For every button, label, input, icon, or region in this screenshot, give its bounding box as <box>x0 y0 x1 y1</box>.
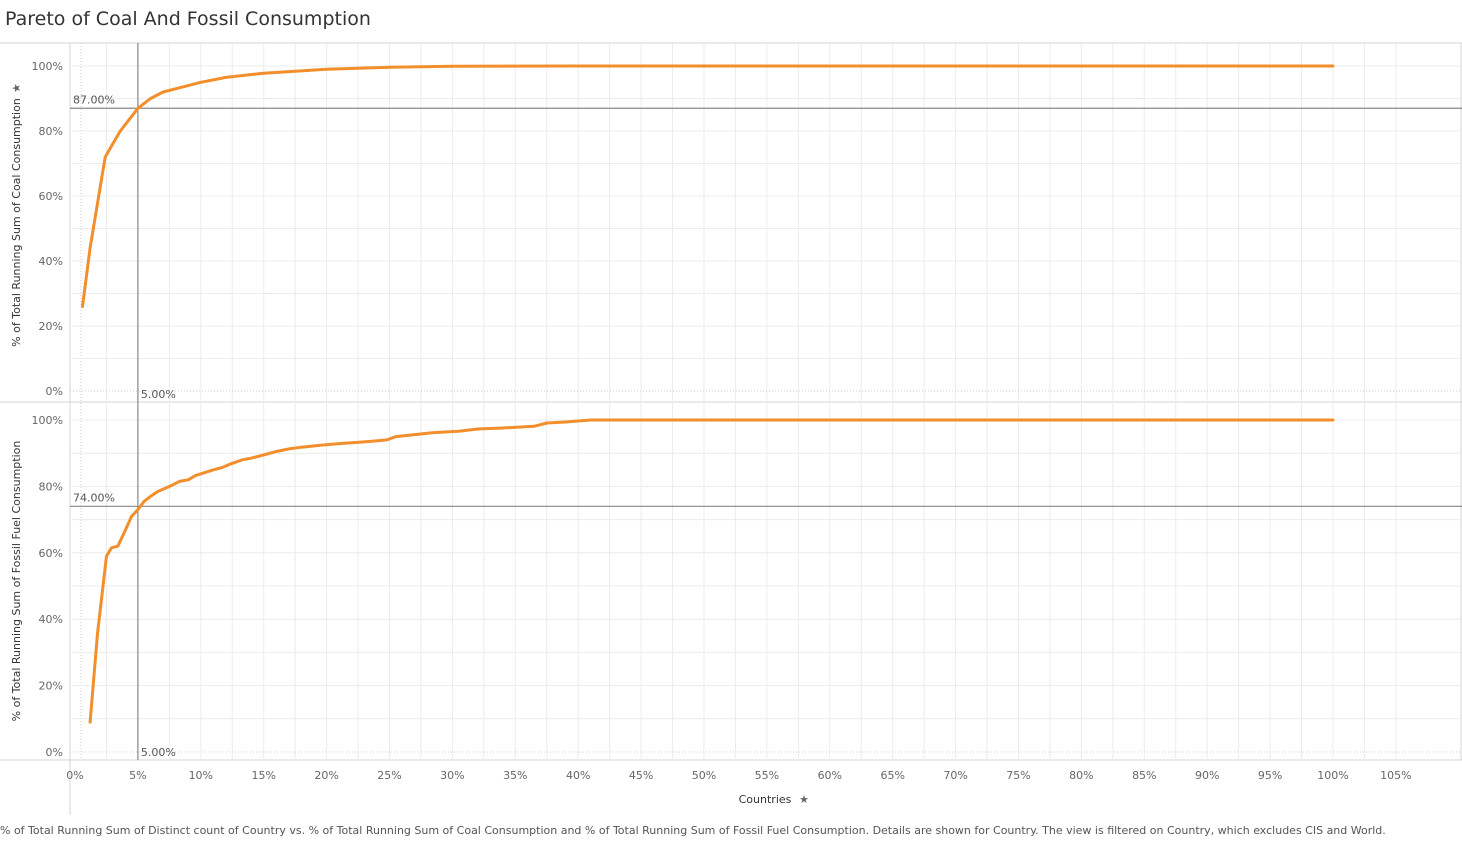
y-axis-title: % of Total Running Sum of Coal Consumpti… <box>10 98 23 347</box>
x-tick-label: 65% <box>880 769 904 782</box>
pin-icon: ★ <box>799 793 809 806</box>
x-tick-label: 35% <box>503 769 527 782</box>
y-tick-label: 60% <box>39 547 63 560</box>
chart-caption: % of Total Running Sum of Distinct count… <box>0 824 1386 837</box>
x-tick-label: 100% <box>1317 769 1348 782</box>
x-tick-label: 25% <box>377 769 401 782</box>
x-tick-label: 30% <box>440 769 464 782</box>
y-axis-title: % of Total Running Sum of Fossil Fuel Co… <box>10 441 23 722</box>
series-line <box>88 418 1335 724</box>
x-axis-title: Countries <box>739 793 792 806</box>
x-tick-label: 0% <box>66 769 83 782</box>
y-tick-label: 20% <box>39 320 63 333</box>
pin-icon: ★ <box>10 83 23 93</box>
x-tick-label: 5% <box>129 769 146 782</box>
x-tick-label: 55% <box>755 769 779 782</box>
x-tick-label: 90% <box>1195 769 1219 782</box>
x-tick-label: 95% <box>1258 769 1282 782</box>
y-tick-label: 40% <box>39 613 63 626</box>
x-tick-label: 45% <box>629 769 653 782</box>
reference-label-y: 87.00% <box>73 93 115 106</box>
x-tick-label: 85% <box>1132 769 1156 782</box>
series-line <box>81 64 1335 308</box>
pane-1: 0% 20% 40% 60% 80% 100% % of Total Running Sum… <box>10 43 1462 402</box>
chart-title: Pareto of Coal And Fossil Consumption <box>5 8 371 30</box>
reference-label-x: 5.00% <box>141 388 176 401</box>
x-tick-label: 60% <box>818 769 842 782</box>
y-tick-label: 0% <box>46 385 63 398</box>
reference-label-x: 5.00% <box>141 746 176 759</box>
x-tick-label: 105% <box>1380 769 1411 782</box>
y-tick-label: 20% <box>39 680 63 693</box>
x-tick-label: 75% <box>1006 769 1030 782</box>
x-tick-label: 15% <box>251 769 275 782</box>
x-tick-label: 20% <box>314 769 338 782</box>
x-tick-label: 50% <box>692 769 716 782</box>
y-tick-label: 100% <box>32 414 63 427</box>
x-tick-label: 70% <box>943 769 967 782</box>
y-tick-label: 100% <box>32 60 63 73</box>
x-tick-label: 40% <box>566 769 590 782</box>
y-tick-label: 60% <box>39 190 63 203</box>
pane-2: 0% 20% 40% 60% 80% 100% % of Total Running Sum… <box>10 402 1462 760</box>
y-tick-label: 80% <box>39 125 63 138</box>
y-tick-label: 80% <box>39 480 63 493</box>
y-tick-label: 40% <box>39 255 63 268</box>
reference-label-y: 74.00% <box>73 491 115 504</box>
x-tick-label: 80% <box>1069 769 1093 782</box>
y-tick-label: 0% <box>46 746 63 759</box>
x-tick-label: 10% <box>189 769 213 782</box>
